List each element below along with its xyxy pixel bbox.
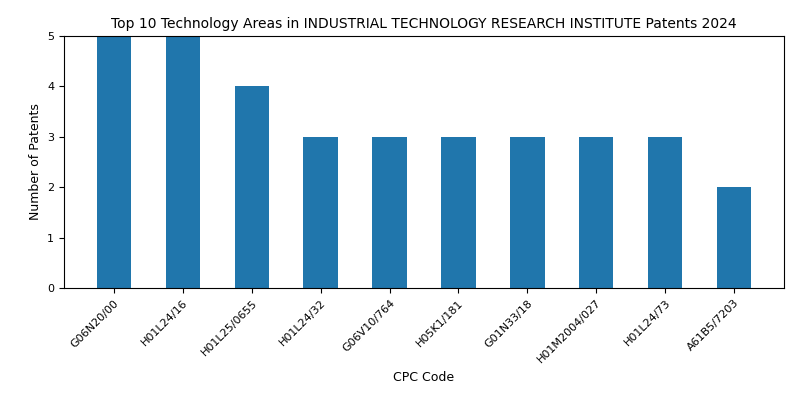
- Bar: [303, 137, 338, 288]
- Bar: [372, 137, 406, 288]
- Bar: [579, 137, 614, 288]
- X-axis label: CPC Code: CPC Code: [394, 371, 454, 384]
- Bar: [97, 36, 131, 288]
- Title: Top 10 Technology Areas in INDUSTRIAL TECHNOLOGY RESEARCH INSTITUTE Patents 2024: Top 10 Technology Areas in INDUSTRIAL TE…: [111, 17, 737, 31]
- Y-axis label: Number of Patents: Number of Patents: [29, 104, 42, 220]
- Bar: [234, 86, 269, 288]
- Bar: [510, 137, 545, 288]
- Bar: [717, 187, 751, 288]
- Bar: [166, 36, 200, 288]
- Bar: [648, 137, 682, 288]
- Bar: [442, 137, 476, 288]
